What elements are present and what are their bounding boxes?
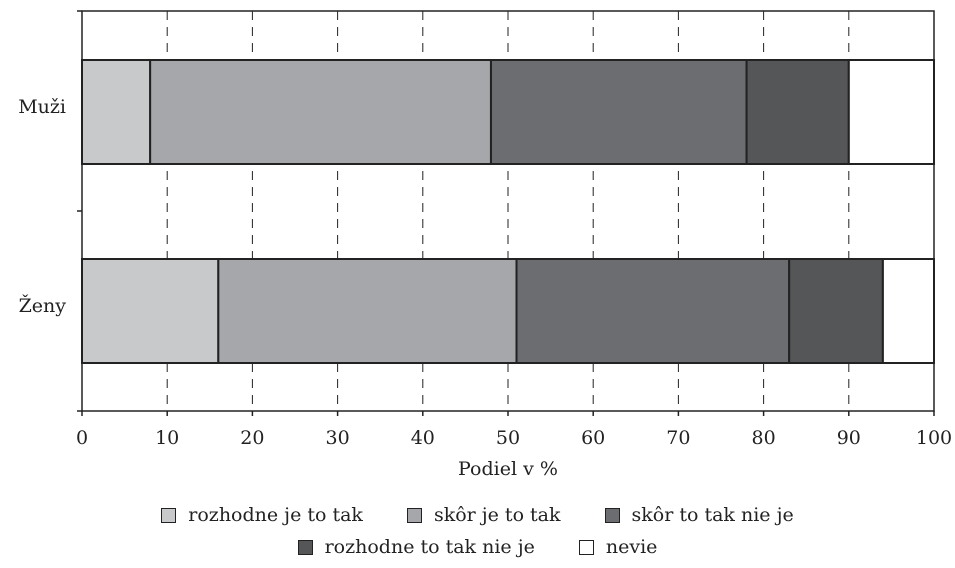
legend-item: skôr to tak nie je — [604, 504, 794, 526]
legend-swatch — [578, 539, 594, 555]
bar-segment — [217, 258, 518, 364]
legend-label: rozhodne to tak nie je — [324, 536, 535, 558]
legend-swatch — [604, 507, 620, 523]
x-tick-label: 90 — [837, 427, 861, 449]
bar-segment — [81, 258, 220, 364]
legend-label: skôr to tak nie je — [631, 504, 794, 526]
bar-segment — [788, 258, 884, 364]
bar-segment — [149, 59, 492, 165]
x-tick-label: 80 — [752, 427, 776, 449]
x-tick-label: 10 — [155, 427, 179, 449]
x-tick-label: 40 — [411, 427, 435, 449]
legend-swatch — [161, 507, 177, 523]
x-tick-label: 100 — [916, 427, 952, 449]
stacked-bar-chart: Muži Ženy 0 10 20 30 40 50 60 70 80 90 100 Podiel v … — [18, 10, 952, 480]
x-tick-label: 50 — [496, 427, 520, 449]
x-tick-label: 70 — [666, 427, 690, 449]
bar-segment — [489, 59, 748, 165]
axes: Muži Ženy 0 10 20 30 40 50 60 70 80 90 100 — [18, 10, 952, 449]
x-tick-label: 20 — [240, 427, 264, 449]
bar-segment — [81, 59, 152, 165]
x-tick-label: 60 — [581, 427, 605, 449]
legend-item: rozhodne to tak nie je — [297, 536, 535, 558]
legend-label: nevie — [605, 536, 658, 558]
legend-label: skôr je to tak — [433, 504, 561, 526]
legend-row: rozhodne to tak nie je nevie — [0, 536, 955, 558]
bar-segment — [745, 59, 850, 165]
category-label: Muži — [18, 96, 66, 118]
bar-segment — [881, 258, 936, 364]
legend-item: skôr je to tak — [406, 504, 561, 526]
bar-segment — [515, 258, 791, 364]
legend-row: rozhodne je to tak skôr je to tak skôr to … — [0, 504, 955, 526]
x-tick-label: 30 — [326, 427, 350, 449]
bars — [81, 59, 936, 364]
x-tick-label: 0 — [76, 427, 88, 449]
x-axis-label: Podiel v % — [458, 458, 558, 480]
bar-segment — [847, 59, 935, 165]
legend-item: rozhodne je to tak — [161, 504, 363, 526]
category-label: Ženy — [19, 294, 67, 317]
legend-swatch — [406, 507, 422, 523]
legend-label: rozhodne je to tak — [188, 504, 363, 526]
legend-item: nevie — [578, 536, 658, 558]
legend-swatch — [297, 539, 313, 555]
